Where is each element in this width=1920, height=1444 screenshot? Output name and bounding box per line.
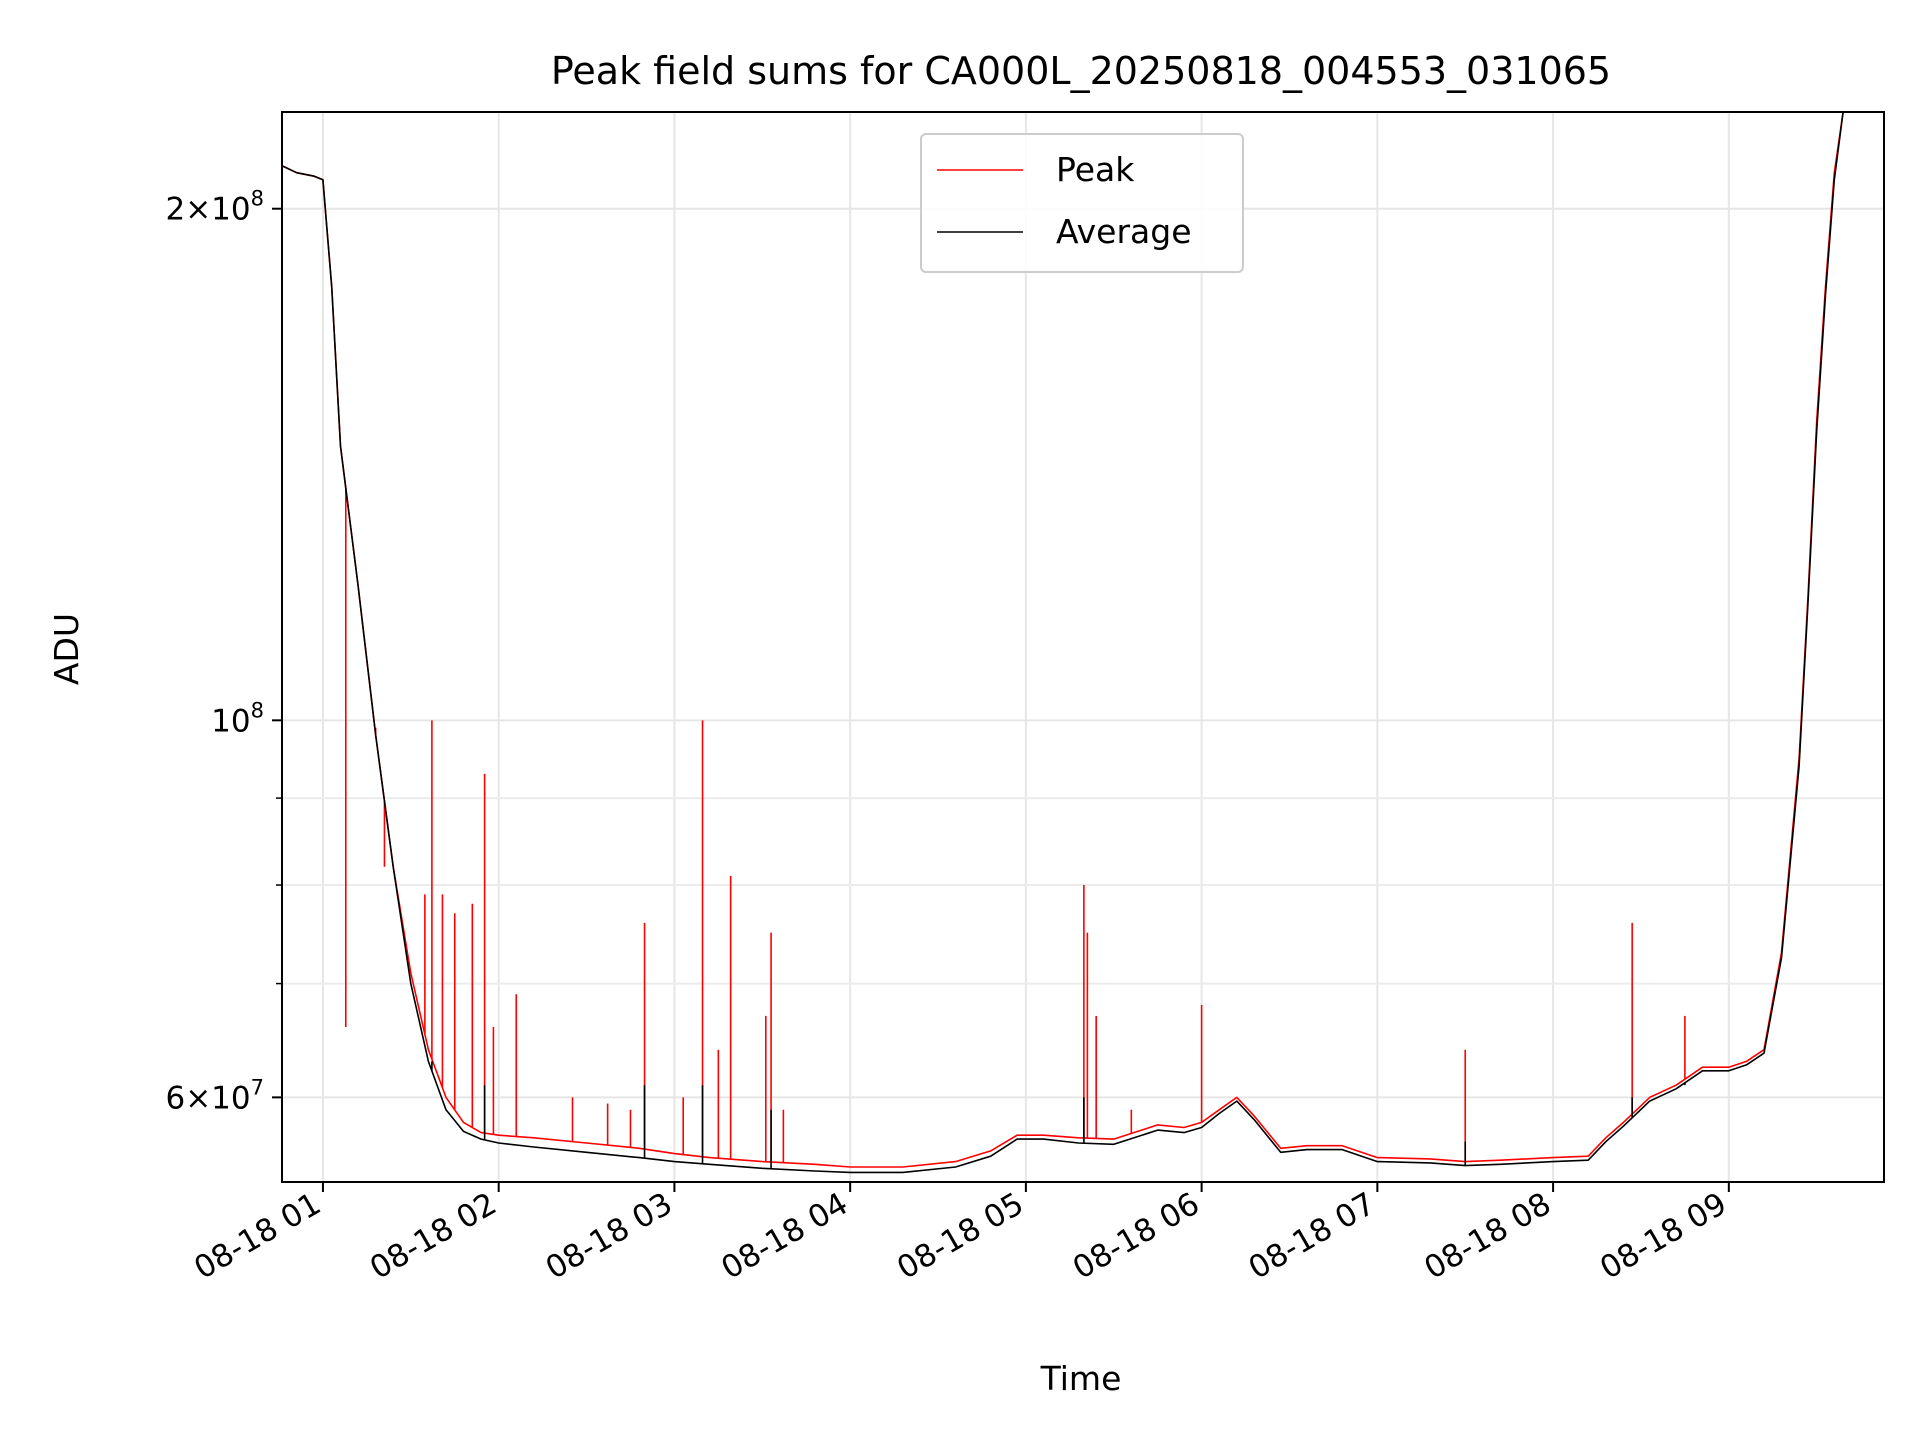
y-axis-label: ADU (47, 613, 86, 685)
series-line-peak (282, 112, 1884, 1168)
legend: Peak Average (920, 133, 1244, 273)
legend-label-peak: Peak (1056, 150, 1135, 189)
x-axis-label: Time (1040, 1359, 1122, 1398)
chart-title: Peak field sums for CA000L_20250818_0045… (551, 49, 1611, 93)
y-tick-label: 2×108 (165, 187, 264, 228)
y-tick-label: 6×107 (165, 1075, 264, 1116)
series-layer (282, 112, 1884, 1174)
series-line-average (282, 112, 1884, 1174)
series-average (282, 112, 1884, 1174)
legend-box (920, 133, 1244, 273)
legend-label-average: Average (1056, 212, 1192, 251)
series-peak (282, 112, 1884, 1168)
y-axis: 2×108 108 6×107 (165, 187, 282, 1116)
plot-frame (281, 111, 1885, 1183)
y-tick-label: 108 (211, 698, 264, 739)
